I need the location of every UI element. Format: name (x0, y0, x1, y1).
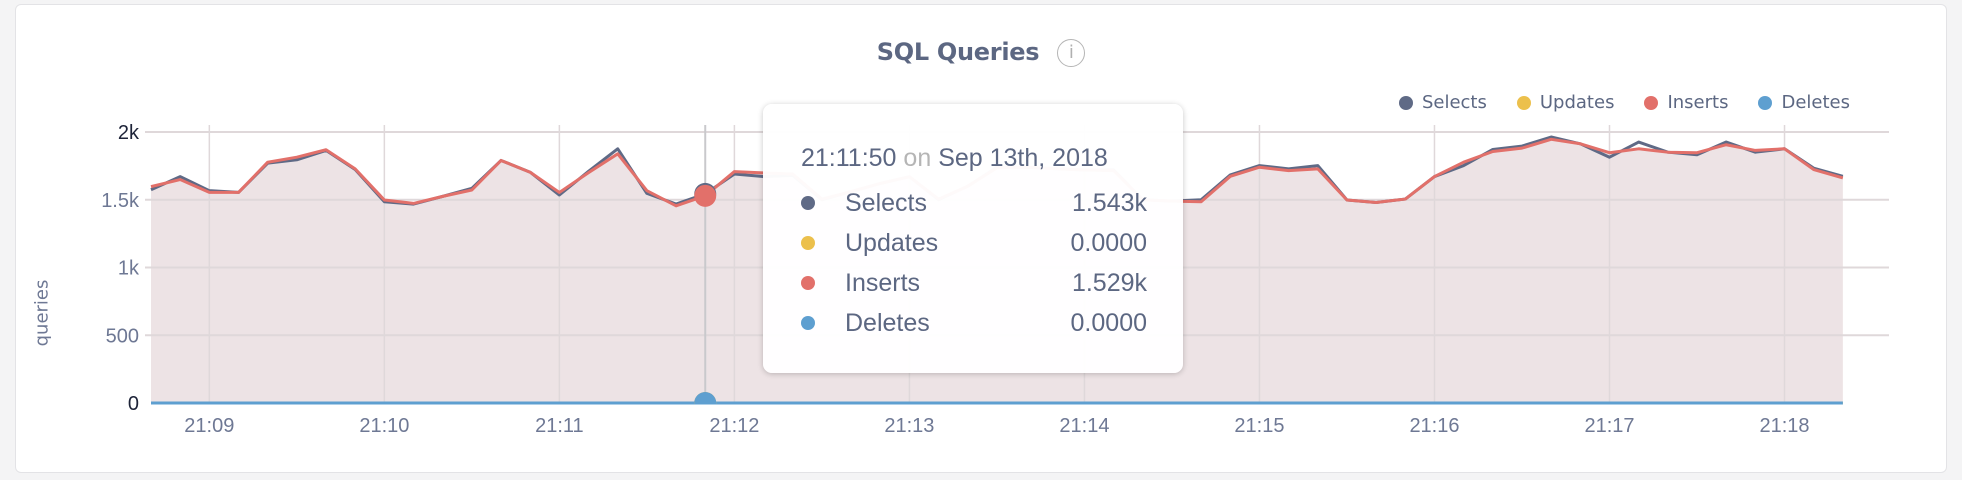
inserts-dot-icon (1644, 95, 1659, 110)
chart-title-row: SQL Queries i (0, 38, 1962, 67)
y-tick-label: 2k (118, 122, 140, 144)
y-tick-label: 0 (128, 393, 139, 415)
tooltip-label: Selects (845, 188, 927, 217)
info-icon[interactable]: i (1057, 39, 1086, 67)
legend-item-updates[interactable]: Updates (1516, 92, 1615, 113)
chart-title: SQL Queries (876, 38, 1040, 66)
tooltip-value: 1.529k (1071, 268, 1147, 297)
x-tick-label: 21:17 (1584, 415, 1634, 437)
tooltip-time: 21:11:50 (801, 144, 897, 172)
legend: Selects Updates Inserts Deletes (1398, 92, 1850, 113)
x-tick-label: 21:11 (535, 415, 584, 437)
updates-dot-icon (801, 236, 815, 250)
tooltip-row-inserts: Inserts 1.529k (801, 268, 1147, 298)
legend-item-selects[interactable]: Selects (1398, 92, 1487, 113)
deletes-dot-icon (801, 316, 815, 330)
tooltip-row-selects: Selects 1.543k (801, 188, 1147, 218)
tooltip-value: 1.543k (1071, 188, 1147, 217)
tooltip-label: Inserts (845, 268, 921, 297)
legend-label: Updates (1539, 92, 1615, 113)
tooltip-value: 0.0000 (1070, 308, 1147, 337)
deletes-dot-icon (1758, 95, 1773, 110)
selects-dot-icon (1398, 95, 1413, 110)
y-tick-label: 1k (118, 258, 140, 280)
x-tick-label: 21:10 (359, 415, 409, 437)
x-tick-label: 21:12 (709, 415, 759, 437)
tooltip: 21:11:50 on Sep 13th, 2018 Selects 1.543k… (763, 104, 1183, 373)
tooltip-date: Sep 13th, 2018 (938, 144, 1108, 172)
tooltip-header: 21:11:50 on Sep 13th, 2018 (801, 144, 1108, 173)
x-tick-label: 21:09 (184, 415, 234, 437)
inserts-dot-icon (801, 276, 815, 290)
tooltip-on: on (903, 144, 932, 172)
x-tick-label: 21:14 (1059, 415, 1109, 437)
legend-item-deletes[interactable]: Deletes (1758, 92, 1850, 113)
x-tick-label: 21:16 (1409, 415, 1459, 437)
legend-label: Deletes (1781, 92, 1850, 113)
y-tick-label: 1.5k (101, 190, 140, 212)
legend-item-inserts[interactable]: Inserts (1644, 92, 1728, 113)
x-tick-label: 21:18 (1759, 415, 1809, 437)
x-tick-label: 21:15 (1234, 415, 1284, 437)
tooltip-label: Deletes (845, 308, 930, 337)
tooltip-row-updates: Updates 0.0000 (801, 228, 1147, 258)
inserts-hover-marker (694, 184, 717, 207)
tooltip-value: 0.0000 (1070, 228, 1147, 257)
tooltip-row-deletes: Deletes 0.0000 (801, 308, 1147, 338)
deletes-hover-marker (694, 392, 717, 404)
legend-label: Selects (1421, 92, 1487, 113)
updates-dot-icon (1516, 95, 1531, 110)
y-tick-label: 500 (106, 325, 139, 347)
x-tick-label: 21:13 (884, 415, 934, 437)
tooltip-label: Updates (845, 228, 939, 257)
selects-dot-icon (801, 196, 815, 210)
legend-label: Inserts (1667, 92, 1729, 113)
